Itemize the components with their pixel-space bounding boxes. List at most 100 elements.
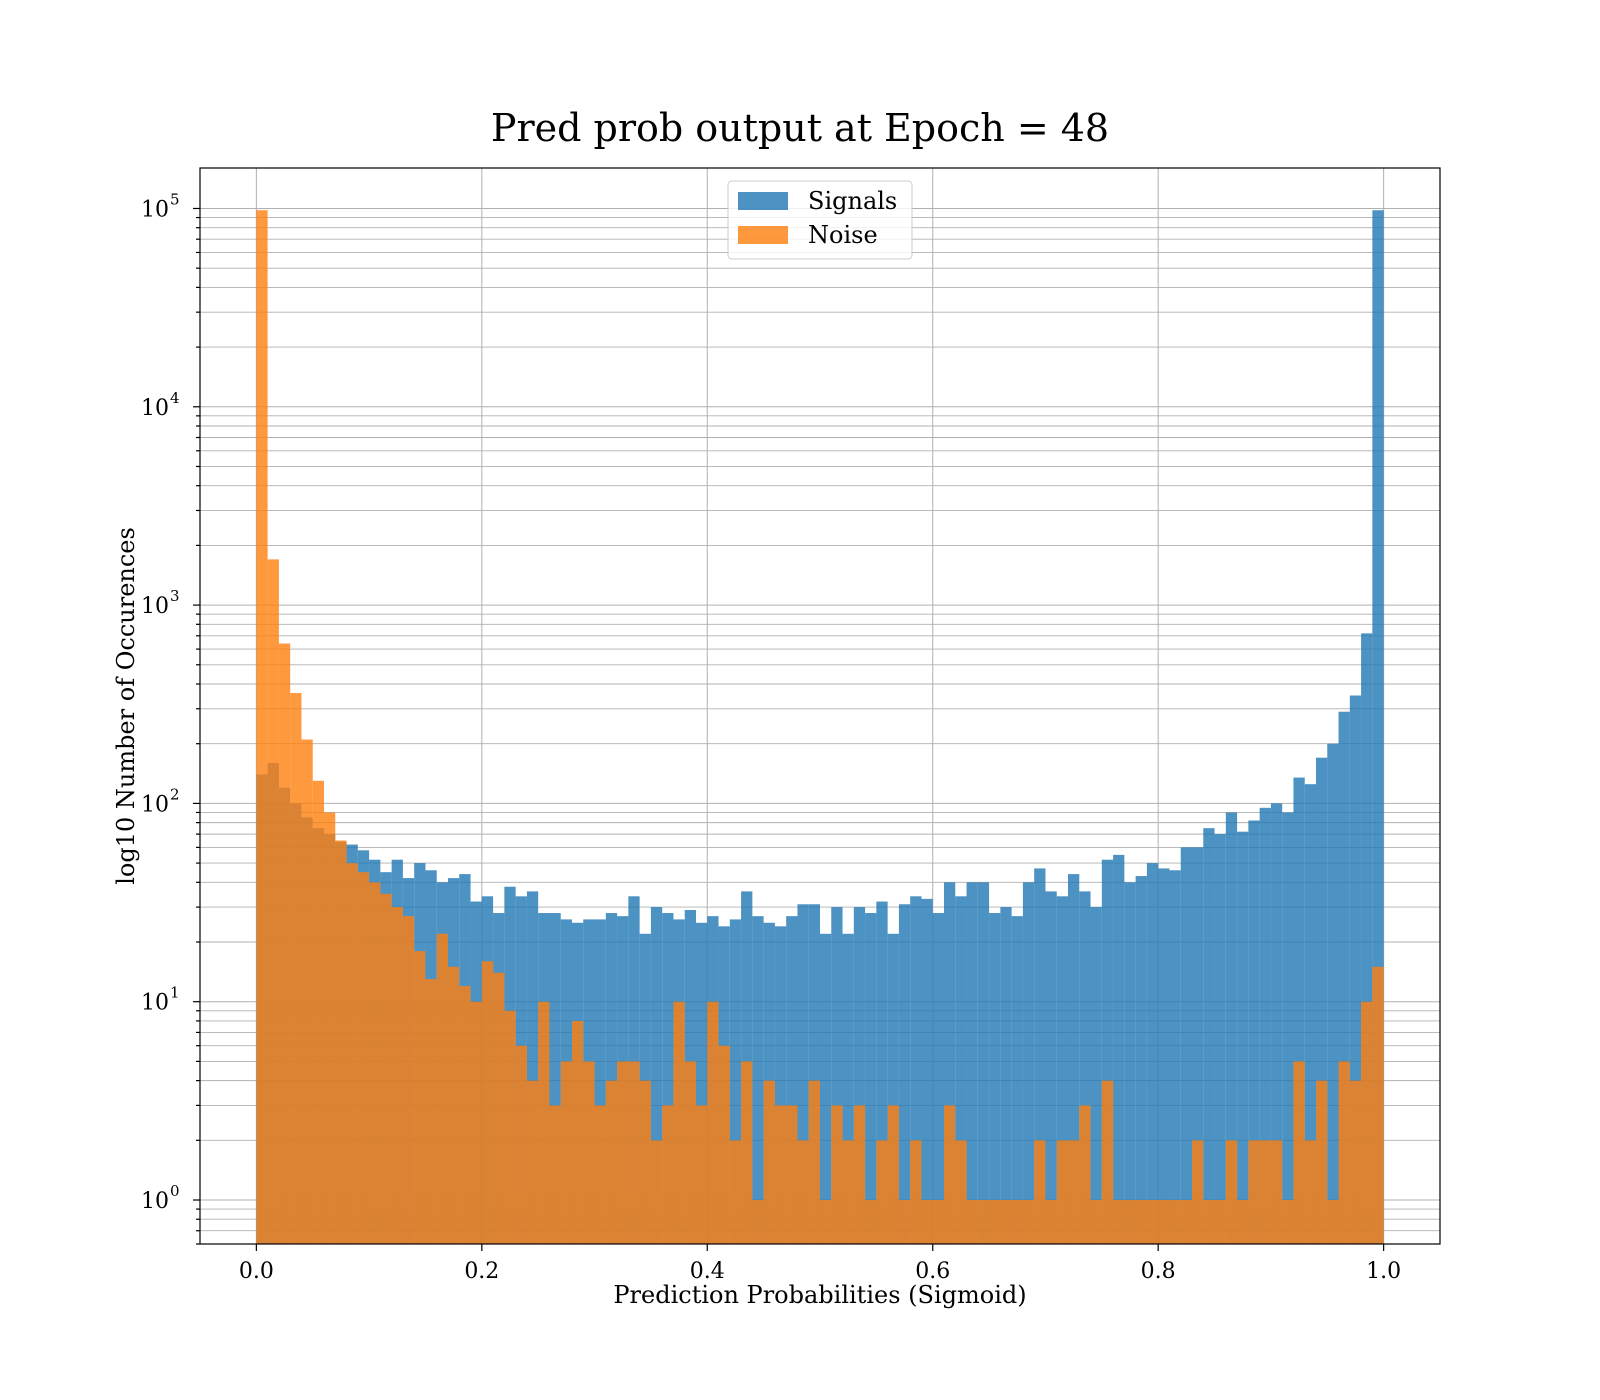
signals-bar xyxy=(1034,868,1046,1244)
noise-bar xyxy=(955,1140,967,1244)
noise-bar xyxy=(459,985,471,1244)
signals-bar xyxy=(1282,812,1294,1244)
noise-bar xyxy=(932,1200,944,1244)
noise-bar xyxy=(1169,1200,1181,1244)
signals-bar xyxy=(932,913,944,1244)
signals-bar xyxy=(944,882,956,1244)
noise-bar xyxy=(1022,1200,1035,1244)
signals-bar xyxy=(1203,828,1215,1244)
noise-bar xyxy=(628,1061,640,1244)
noise-bar xyxy=(786,1105,798,1244)
x-tick-label: 0.8 xyxy=(1141,1259,1176,1284)
signals-bar xyxy=(1158,868,1170,1244)
noise-bar xyxy=(752,1200,764,1244)
noise-bar xyxy=(1068,1140,1080,1244)
noise-bar xyxy=(1011,1200,1023,1244)
noise-bar xyxy=(1282,1200,1294,1244)
signals-bar xyxy=(1237,831,1249,1244)
noise-bar xyxy=(572,1020,584,1244)
noise-bar xyxy=(1338,1061,1350,1244)
legend-label-noise: Noise xyxy=(808,221,878,249)
signals-bar xyxy=(526,891,539,1244)
noise-bar xyxy=(583,1061,595,1244)
noise-bar xyxy=(1180,1200,1192,1244)
noise-bar xyxy=(1293,1061,1305,1244)
noise-bar xyxy=(639,1080,651,1244)
signals-bar xyxy=(1101,859,1114,1244)
noise-bar xyxy=(436,933,448,1244)
noise-bar xyxy=(1056,1140,1068,1244)
signals-bar xyxy=(808,904,820,1244)
signals-bar xyxy=(752,916,764,1244)
x-tick-label: 0.0 xyxy=(239,1259,274,1284)
signals-bar xyxy=(1180,847,1192,1244)
signals-bar xyxy=(1270,803,1283,1244)
y-tick-exponent: 0 xyxy=(170,1182,180,1200)
series-noise xyxy=(256,210,1384,1245)
signals-bar xyxy=(842,933,854,1244)
noise-bar xyxy=(774,1105,787,1244)
noise-bar xyxy=(1203,1200,1215,1244)
noise-bar xyxy=(763,1080,775,1244)
signals-bar xyxy=(1090,907,1102,1244)
noise-bar xyxy=(526,1080,539,1244)
signals-bar xyxy=(865,913,877,1244)
noise-bar xyxy=(820,1200,832,1244)
noise-bar xyxy=(312,780,324,1244)
legend: Signals Noise xyxy=(727,180,913,260)
signals-bar xyxy=(605,913,618,1244)
noise-bar xyxy=(898,1200,911,1244)
noise-bar xyxy=(594,1105,606,1244)
x-axis-label: Prediction Probabilities (Sigmoid) xyxy=(613,1281,1026,1309)
noise-bar xyxy=(560,1061,572,1244)
x-tick-label: 0.4 xyxy=(690,1259,725,1284)
noise-bar xyxy=(290,693,302,1244)
noise-bar xyxy=(1349,1080,1362,1244)
legend-label-signals: Signals xyxy=(808,187,897,215)
noise-bar xyxy=(1248,1140,1260,1244)
noise-bar xyxy=(357,872,370,1244)
noise-bar xyxy=(1316,1080,1328,1244)
y-tick-exponent: 2 xyxy=(170,785,180,803)
y-tick-label: 10 xyxy=(141,396,169,421)
noise-bar xyxy=(1000,1200,1012,1244)
noise-bar xyxy=(876,1140,888,1244)
noise-bar xyxy=(335,840,347,1244)
legend-swatch-signals xyxy=(738,192,788,210)
signals-bar xyxy=(594,919,606,1244)
noise-bar xyxy=(1237,1200,1249,1244)
noise-bar xyxy=(1045,1200,1057,1244)
noise-bar xyxy=(301,739,313,1244)
signals-bar xyxy=(966,882,978,1244)
signals-bar xyxy=(1248,820,1260,1244)
signals-bar xyxy=(1079,891,1091,1244)
noise-bar xyxy=(741,1061,753,1244)
noise-bar xyxy=(391,907,403,1244)
signals-bar xyxy=(1338,711,1350,1244)
noise-bar xyxy=(538,1001,550,1244)
histogram-bars xyxy=(256,210,1384,1245)
noise-bar xyxy=(662,1105,674,1244)
signals-bar xyxy=(1135,876,1147,1244)
noise-bar xyxy=(797,1140,809,1244)
y-tick-exponent: 3 xyxy=(170,587,180,605)
noise-bar xyxy=(1225,1140,1238,1244)
signals-bar xyxy=(1068,874,1080,1244)
noise-bar xyxy=(380,893,392,1244)
chart-title: Pred prob output at Epoch = 48 xyxy=(491,106,1109,150)
signals-bar xyxy=(1349,695,1362,1244)
noise-bar xyxy=(1304,1140,1316,1244)
signals-bar xyxy=(797,904,809,1244)
noise-bar xyxy=(470,1001,482,1244)
signals-bar xyxy=(662,913,674,1244)
noise-bar xyxy=(718,1045,730,1244)
signals-bar xyxy=(1146,863,1159,1244)
noise-bar xyxy=(617,1061,629,1244)
y-tick-exponent: 4 xyxy=(170,389,180,407)
noise-bar xyxy=(842,1140,854,1244)
signals-bar xyxy=(977,882,990,1244)
noise-bar xyxy=(425,979,437,1244)
noise-bar xyxy=(865,1200,877,1244)
